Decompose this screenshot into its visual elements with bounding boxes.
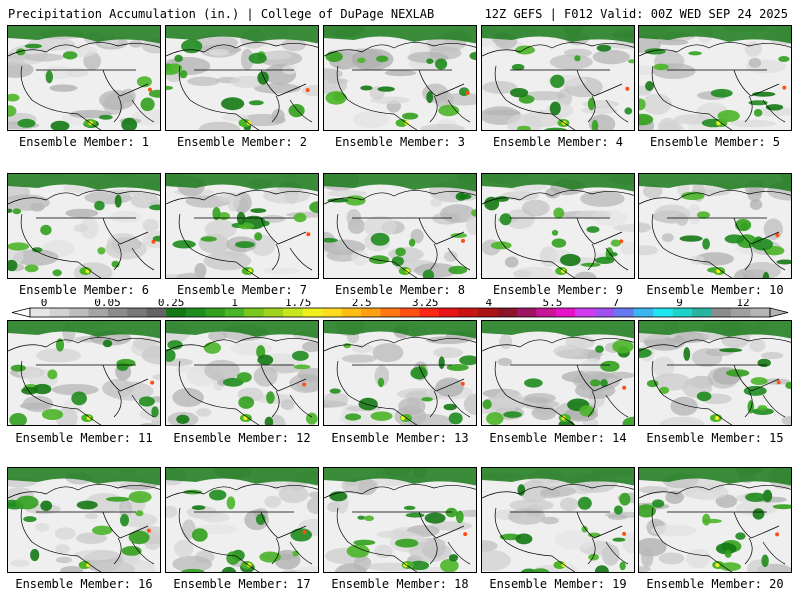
map-title: Precipitation Accumulation (in.) | Colle… bbox=[8, 7, 435, 21]
ensemble-member-label: Ensemble Member: 15 bbox=[646, 431, 784, 445]
colorbar-swatch bbox=[302, 308, 323, 317]
colorbar-swatch bbox=[244, 308, 264, 317]
colorbar-swatch bbox=[555, 308, 576, 317]
colorbar-swatch bbox=[497, 308, 518, 317]
ensemble-map-8 bbox=[323, 173, 477, 279]
ensemble-map-5 bbox=[638, 25, 792, 131]
ensemble-member-label: Ensemble Member: 19 bbox=[489, 577, 627, 591]
ensemble-member-label: Ensemble Member: 18 bbox=[331, 577, 469, 591]
ensemble-map-3 bbox=[323, 25, 477, 131]
colorbar-swatch bbox=[750, 308, 771, 317]
ensemble-map-10 bbox=[638, 173, 792, 279]
colorbar-tick-label: 1.75 bbox=[285, 299, 312, 309]
colorbar-tick-label: 0.05 bbox=[94, 299, 121, 309]
colorbar-swatch bbox=[633, 308, 654, 317]
colorbar-swatch bbox=[594, 308, 615, 317]
ensemble-member-label: Ensemble Member: 9 bbox=[492, 283, 624, 297]
colorbar-swatch bbox=[205, 308, 226, 317]
ensemble-map-2 bbox=[165, 25, 319, 131]
colorbar-tick-label: 1 bbox=[231, 299, 238, 309]
ensemble-map-4 bbox=[481, 25, 635, 131]
ensemble-map-18 bbox=[323, 467, 477, 573]
ensemble-member-label: Ensemble Member: 20 bbox=[646, 577, 784, 591]
ensemble-map-7 bbox=[165, 173, 319, 279]
ensemble-member-label: Ensemble Member: 13 bbox=[331, 431, 469, 445]
colorbar-swatch bbox=[107, 308, 128, 317]
colorbar-swatch bbox=[731, 308, 751, 317]
ensemble-member-label: Ensemble Member: 14 bbox=[489, 431, 627, 445]
colorbar-left-arrow bbox=[11, 307, 31, 318]
colorbar-swatch bbox=[400, 308, 420, 317]
ensemble-member-label: Ensemble Member: 6 bbox=[18, 283, 150, 297]
colorbar-right-arrow bbox=[769, 307, 789, 318]
color-scale-bar: 0 0.05 0.25 1 1.75 2.5 3.25 4 5.5 7 9 12 bbox=[11, 299, 789, 318]
colorbar-swatch bbox=[88, 308, 109, 317]
ensemble-map-16 bbox=[7, 467, 161, 573]
colorbar-swatch bbox=[224, 308, 245, 317]
colorbar-swatch bbox=[322, 308, 342, 317]
colorbar-swatch bbox=[419, 308, 440, 317]
colorbar-swatch bbox=[185, 308, 206, 317]
ensemble-map-15 bbox=[638, 320, 792, 426]
colorbar-tick-label: 0.25 bbox=[158, 299, 185, 309]
colorbar-swatch bbox=[516, 308, 537, 317]
ensemble-member-label: Ensemble Member: 17 bbox=[173, 577, 311, 591]
ensemble-member-label: Ensemble Member: 5 bbox=[649, 135, 781, 149]
ensemble-member-label: Ensemble Member: 10 bbox=[646, 283, 784, 297]
ensemble-map-13 bbox=[323, 320, 477, 426]
colorbar-swatch bbox=[653, 308, 673, 317]
colorbar-swatch bbox=[263, 308, 284, 317]
colorbar-swatch bbox=[283, 308, 303, 317]
ensemble-member-label: Ensemble Member: 16 bbox=[15, 577, 153, 591]
colorbar-swatch bbox=[692, 308, 712, 317]
colorbar-swatch bbox=[458, 308, 479, 317]
run-info: 12Z GEFS | F012 Valid: 00Z WED SEP 24 20… bbox=[484, 7, 788, 21]
colorbar-tick-label: 12 bbox=[736, 299, 749, 309]
colorbar-tick-label: 9 bbox=[676, 299, 683, 309]
colorbar-outline bbox=[29, 307, 771, 318]
colorbar-swatch bbox=[711, 308, 732, 317]
colorbar-swatch bbox=[575, 308, 596, 317]
colorbar-tick-label: 7 bbox=[613, 299, 620, 309]
colorbar-tick-label: 5.5 bbox=[542, 299, 562, 309]
ensemble-member-label: Ensemble Member: 7 bbox=[176, 283, 308, 297]
colorbar-tick-label: 0 bbox=[41, 299, 48, 309]
ensemble-member-label: Ensemble Member: 3 bbox=[334, 135, 466, 149]
colorbar-swatch bbox=[477, 308, 498, 317]
colorbar-swatch bbox=[438, 308, 459, 317]
colorbar-swatch bbox=[49, 308, 70, 317]
colorbar-tick-label: 2.5 bbox=[352, 299, 372, 309]
ensemble-member-label: Ensemble Member: 8 bbox=[334, 283, 466, 297]
ensemble-map-11 bbox=[7, 320, 161, 426]
colorbar-swatch bbox=[146, 308, 167, 317]
colorbar-swatch bbox=[341, 308, 362, 317]
colorbar-swatch bbox=[127, 308, 148, 317]
ensemble-member-label: Ensemble Member: 12 bbox=[173, 431, 311, 445]
ensemble-map-17 bbox=[165, 467, 319, 573]
ensemble-map-20 bbox=[638, 467, 792, 573]
colorbar-swatch bbox=[68, 308, 89, 317]
colorbar-swatch bbox=[166, 308, 187, 317]
ensemble-member-label: Ensemble Member: 2 bbox=[176, 135, 308, 149]
ensemble-map-12 bbox=[165, 320, 319, 426]
colorbar-swatch bbox=[30, 308, 50, 317]
ensemble-map-14 bbox=[481, 320, 635, 426]
colorbar-tick-label: 4 bbox=[485, 299, 492, 309]
ensemble-map-19 bbox=[481, 467, 635, 573]
ensemble-member-label: Ensemble Member: 4 bbox=[492, 135, 624, 149]
colorbar-swatch bbox=[361, 308, 381, 317]
ensemble-map-6 bbox=[7, 173, 161, 279]
colorbar-swatch bbox=[536, 308, 557, 317]
colorbar-tick-label: 3.25 bbox=[412, 299, 439, 309]
ensemble-member-label: Ensemble Member: 11 bbox=[15, 431, 153, 445]
ensemble-member-label: Ensemble Member: 1 bbox=[18, 135, 150, 149]
ensemble-map-9 bbox=[481, 173, 635, 279]
colorbar-swatch bbox=[614, 308, 634, 317]
colorbar-swatch bbox=[672, 308, 693, 317]
ensemble-map-1 bbox=[7, 25, 161, 131]
colorbar-swatch bbox=[380, 308, 401, 317]
